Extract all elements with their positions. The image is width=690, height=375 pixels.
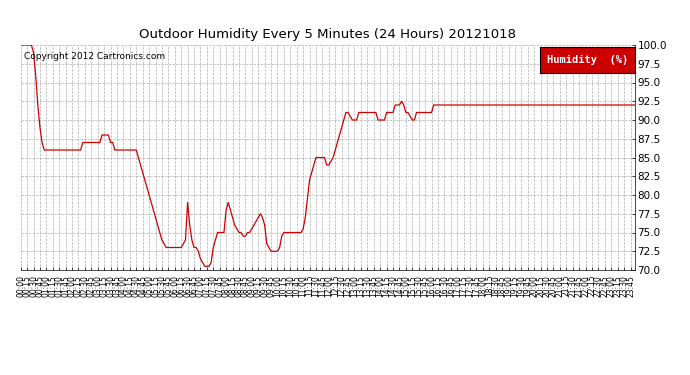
Title: Outdoor Humidity Every 5 Minutes (24 Hours) 20121018: Outdoor Humidity Every 5 Minutes (24 Hou… — [139, 28, 516, 41]
Text: Copyright 2012 Cartronics.com: Copyright 2012 Cartronics.com — [23, 52, 165, 61]
